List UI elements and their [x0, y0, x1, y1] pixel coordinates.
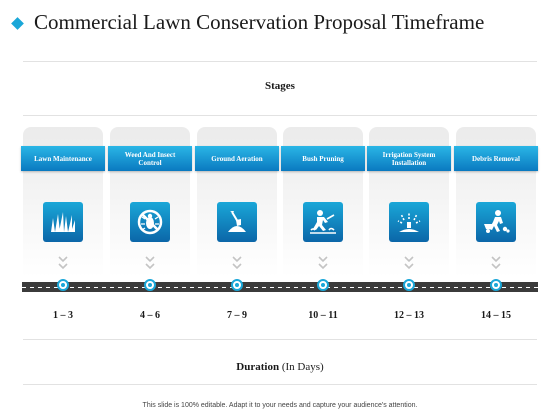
stage-duration-5: 12 – 13 [394, 310, 424, 321]
stage-header: Weed And Insect Control [108, 146, 192, 171]
sprinkler-icon [389, 202, 429, 242]
stage-column-2: Weed And Insect Control [108, 127, 192, 277]
stage-column-1: Lawn Maintenance [21, 127, 105, 277]
chevron-down-icon [404, 255, 414, 271]
stage-column-6: Debris Removal [454, 127, 538, 277]
gardener-icon [303, 202, 343, 242]
stage-column-3: Ground Aeration [195, 127, 279, 277]
duration-label-bold: Duration [236, 361, 280, 373]
chevron-down-icon [145, 255, 155, 271]
stage-header: Bush Pruning [281, 146, 365, 171]
timeline-node-2 [144, 279, 156, 291]
timeline-road [22, 282, 538, 292]
duration-label: Duration (In Days) [0, 361, 560, 373]
stages-label: Stages [265, 80, 295, 92]
no-bug-icon [130, 202, 170, 242]
stage-duration-2: 4 – 6 [140, 310, 160, 321]
stages-divider [23, 115, 537, 116]
stage-header: Debris Removal [454, 146, 538, 171]
stage-duration-6: 14 – 15 [481, 310, 511, 321]
wheelbarrow-icon [476, 202, 516, 242]
chevron-down-icon [58, 255, 68, 271]
stage-header: Lawn Maintenance [21, 146, 105, 171]
stage-column-5: Irrigation System Installation [367, 127, 451, 277]
stage-header: Ground Aeration [195, 146, 279, 171]
shovel-soil-icon [217, 202, 257, 242]
page-title: Commercial Lawn Conservation Proposal Ti… [34, 10, 485, 34]
duration-divider [23, 339, 537, 340]
stage-column-4: Bush Pruning [281, 127, 365, 277]
timeline-node-1 [57, 279, 69, 291]
stage-duration-3: 7 – 9 [227, 310, 247, 321]
timeline-node-5 [403, 279, 415, 291]
stage-header: Irrigation System Installation [367, 146, 451, 171]
chevron-down-icon [318, 255, 328, 271]
title-diamond-icon [11, 17, 24, 30]
chevron-down-icon [232, 255, 242, 271]
duration-label-unit: (In Days) [281, 361, 324, 373]
road-center-line [22, 286, 538, 288]
chevron-down-icon [491, 255, 501, 271]
timeline-node-6 [490, 279, 502, 291]
stage-duration-1: 1 – 3 [53, 310, 73, 321]
bottom-divider [23, 384, 537, 385]
timeline-node-3 [231, 279, 243, 291]
footer-note: This slide is 100% editable. Adapt it to… [142, 402, 418, 409]
top-divider [23, 61, 537, 62]
grass-icon [43, 202, 83, 242]
stage-duration-4: 10 – 11 [308, 310, 338, 321]
timeline-node-4 [317, 279, 329, 291]
